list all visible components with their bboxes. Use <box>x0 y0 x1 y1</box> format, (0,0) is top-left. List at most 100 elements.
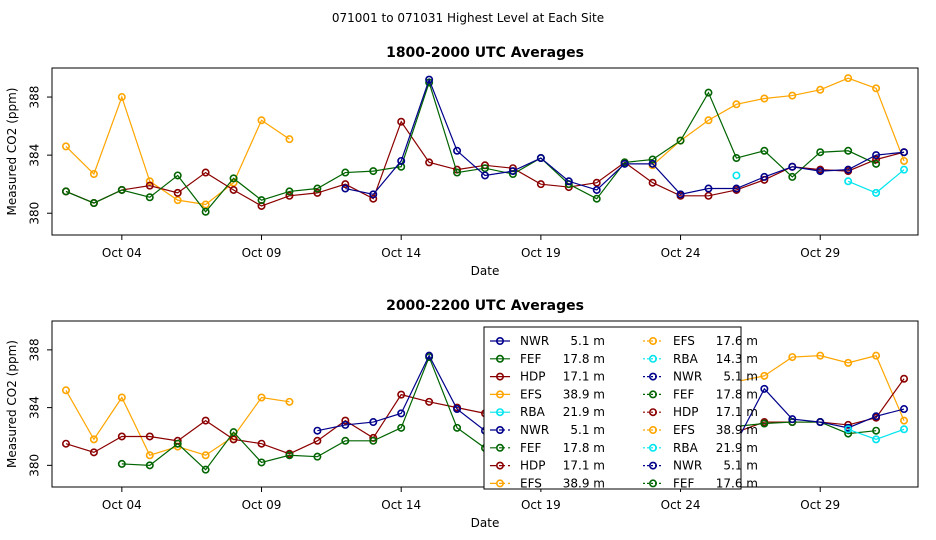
data-point <box>844 165 853 174</box>
data-point <box>201 207 210 216</box>
legend-entry: HDP 17.1 m <box>490 459 605 473</box>
data-point <box>285 135 294 144</box>
data-point <box>788 162 797 171</box>
data-point <box>453 405 462 414</box>
legend-height-label: 17.8 m <box>716 387 758 401</box>
data-point <box>89 435 98 444</box>
data-point <box>872 159 881 168</box>
data-point <box>201 200 210 209</box>
legend-site-label: FEF <box>520 441 541 455</box>
legend-site-label: HDP <box>520 370 546 384</box>
data-point <box>900 148 909 157</box>
data-point <box>397 156 406 165</box>
legend-height-label: 38.9 m <box>563 387 605 401</box>
y-tick-label: 380 <box>28 202 42 225</box>
series-line <box>65 389 290 456</box>
legend-marker <box>648 390 657 399</box>
legend-marker <box>495 336 504 345</box>
legend-height-label: 17.8 m <box>563 441 605 455</box>
data-point <box>369 190 378 199</box>
series-line <box>847 169 905 194</box>
data-point <box>201 465 210 474</box>
data-point <box>201 168 210 177</box>
data-point <box>313 184 322 193</box>
data-point <box>844 358 853 367</box>
legend-height-label: 17.8 m <box>563 352 605 366</box>
legend-entry: RBA 21.9 m <box>643 441 758 455</box>
data-point <box>369 194 378 203</box>
legend-marker <box>648 408 657 417</box>
data-point <box>117 393 126 402</box>
legend-site-label: EFS <box>520 387 542 401</box>
legend-marker <box>495 354 504 363</box>
y-tick-label: 384 <box>28 144 42 167</box>
series-hdp <box>61 117 909 210</box>
data-point <box>900 374 909 383</box>
legend-height-label: 5.1 m <box>723 370 758 384</box>
data-point <box>872 426 881 435</box>
data-point <box>341 420 350 429</box>
legend-site-label: NWR <box>673 459 702 473</box>
data-point <box>816 351 825 360</box>
legend-site-label: NWR <box>673 370 702 384</box>
data-point <box>592 194 601 203</box>
legend-site-label: NWR <box>520 423 549 437</box>
data-point <box>173 439 182 448</box>
legend-site-label: FEF <box>673 387 694 401</box>
legend-entry: FEF 17.6 m <box>643 476 758 490</box>
legend-site-label: RBA <box>673 441 699 455</box>
y-tick-label: 384 <box>28 396 42 419</box>
data-point <box>89 448 98 457</box>
data-point <box>61 187 70 196</box>
data-point <box>313 426 322 435</box>
data-point <box>816 148 825 157</box>
data-point <box>844 146 853 155</box>
data-point <box>788 172 797 181</box>
data-point <box>397 117 406 126</box>
legend-site-label: HDP <box>673 405 699 419</box>
data-point <box>369 436 378 445</box>
legend-entry: RBA 21.9 m <box>490 405 605 419</box>
data-point <box>648 159 657 168</box>
legend-site-label: HDP <box>520 459 546 473</box>
data-point <box>872 412 881 421</box>
legend-height-label: 17.6 m <box>716 334 758 348</box>
legend-entry: HDP 17.1 m <box>643 405 758 419</box>
legend-entry: EFS 38.9 m <box>643 423 758 437</box>
data-point <box>788 353 797 362</box>
data-point <box>229 185 238 194</box>
legend-marker <box>495 390 504 399</box>
x-tick-label: Oct 19 <box>521 498 561 512</box>
legend-site-label: EFS <box>520 476 542 490</box>
legend-height-label: 14.3 m <box>716 352 758 366</box>
data-point <box>592 185 601 194</box>
legend-marker <box>495 408 504 417</box>
upper-panel-1800-2000-utc: 1800-2000 UTC Averages Oct 04 Oct 09 Oct 14… <box>5 45 919 278</box>
legend-entry: NWR 5.1 m <box>490 334 605 348</box>
legend-entry: RBA 14.3 m <box>643 352 758 366</box>
data-point <box>285 397 294 406</box>
x-tick-label: Oct 04 <box>102 246 142 260</box>
data-point <box>257 439 266 448</box>
data-point <box>257 116 266 125</box>
y-axis-label: Measured CO2 (ppm) <box>5 340 19 468</box>
data-point <box>117 459 126 468</box>
data-point <box>648 155 657 164</box>
legend-site-label: FEF <box>673 476 694 490</box>
data-point <box>285 187 294 196</box>
data-point <box>648 178 657 187</box>
legend-marker <box>648 425 657 434</box>
legend-entry: EFS 38.9 m <box>490 476 605 490</box>
data-point <box>257 196 266 205</box>
data-point <box>508 167 517 176</box>
legend-site-label: EFS <box>673 334 695 348</box>
data-point <box>900 425 909 434</box>
plot-frame <box>51 67 919 236</box>
data-point <box>620 159 629 168</box>
data-point <box>592 178 601 187</box>
data-point <box>229 174 238 183</box>
data-point <box>844 74 853 83</box>
y-tick-label: 388 <box>28 338 42 361</box>
y-tick-label: 380 <box>28 454 42 477</box>
